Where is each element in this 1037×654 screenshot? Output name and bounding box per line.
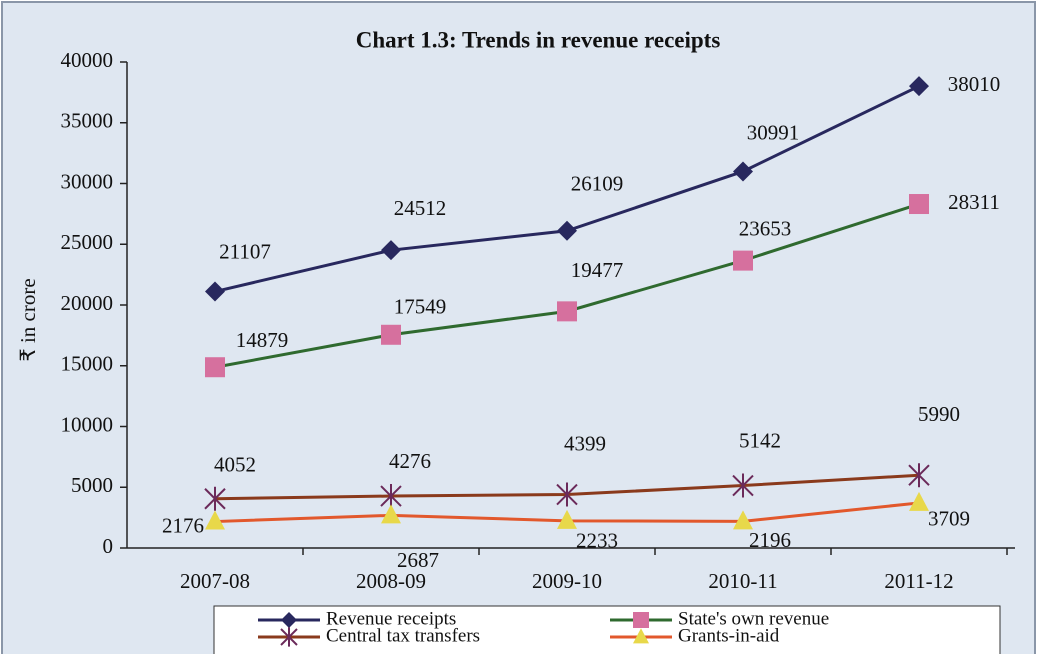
marker	[633, 612, 649, 628]
x-tick-label: 2007-08	[180, 569, 250, 593]
y-tick-label: 25000	[61, 230, 114, 254]
marker	[557, 220, 577, 241]
data-label: 28311	[948, 190, 1000, 214]
marker	[909, 194, 929, 215]
marker	[204, 486, 226, 511]
marker	[380, 484, 402, 509]
data-label: 5990	[918, 402, 960, 426]
data-label: 4276	[389, 449, 431, 473]
marker	[557, 301, 577, 322]
data-label: 3709	[928, 507, 970, 531]
data-label: 2687	[397, 548, 439, 572]
marker	[381, 240, 401, 261]
x-tick-label: 2009-10	[532, 569, 602, 593]
marker	[381, 504, 401, 524]
y-tick-label: 15000	[61, 352, 114, 376]
marker	[909, 491, 929, 511]
data-label: 21107	[219, 239, 271, 263]
marker	[733, 250, 753, 271]
y-tick-label: 40000	[61, 48, 114, 72]
marker	[908, 463, 930, 488]
data-label: 2176	[162, 513, 204, 537]
data-label: 23653	[739, 216, 792, 240]
y-axis-label: ₹ in crore	[16, 278, 40, 361]
marker	[205, 510, 225, 530]
legend-label: Revenue receipts	[326, 608, 456, 629]
data-label: 30991	[747, 120, 800, 144]
marker	[733, 510, 753, 530]
marker	[381, 324, 401, 345]
marker	[205, 281, 225, 302]
y-tick-label: 30000	[61, 169, 114, 193]
data-label: 24512	[394, 196, 447, 220]
marker	[633, 628, 649, 644]
marker	[909, 76, 929, 97]
data-label: 17549	[394, 295, 447, 319]
data-label: 5142	[739, 428, 781, 452]
data-label: 26109	[571, 172, 624, 196]
x-tick-label: 2008-09	[356, 569, 426, 593]
marker	[280, 627, 298, 647]
marker	[281, 612, 297, 628]
data-label: 19477	[571, 258, 624, 282]
legend-label: State's own revenue	[678, 608, 829, 629]
marker	[556, 482, 578, 507]
legend-label: Central tax transfers	[326, 625, 480, 646]
y-tick-label: 5000	[71, 473, 113, 497]
data-label: 2196	[749, 528, 791, 552]
data-label: 4399	[564, 431, 606, 455]
y-tick-label: 20000	[61, 291, 114, 315]
marker	[557, 509, 577, 529]
data-label: 14879	[236, 328, 289, 352]
y-tick-label: 0	[103, 534, 114, 558]
y-tick-label: 10000	[61, 412, 114, 436]
x-tick-label: 2011-12	[884, 569, 953, 593]
data-label: 38010	[948, 72, 1001, 96]
y-tick-label: 35000	[61, 109, 114, 133]
chart-title: Chart 1.3: Trends in revenue receipts	[356, 27, 721, 52]
marker	[205, 357, 225, 378]
data-label: 2233	[576, 529, 618, 553]
legend-box	[213, 605, 1001, 654]
marker	[732, 473, 754, 498]
x-tick-label: 2010-11	[708, 569, 777, 593]
data-label: 4052	[214, 453, 256, 477]
marker	[733, 161, 753, 182]
legend-label: Grants-in-aid	[678, 625, 780, 646]
